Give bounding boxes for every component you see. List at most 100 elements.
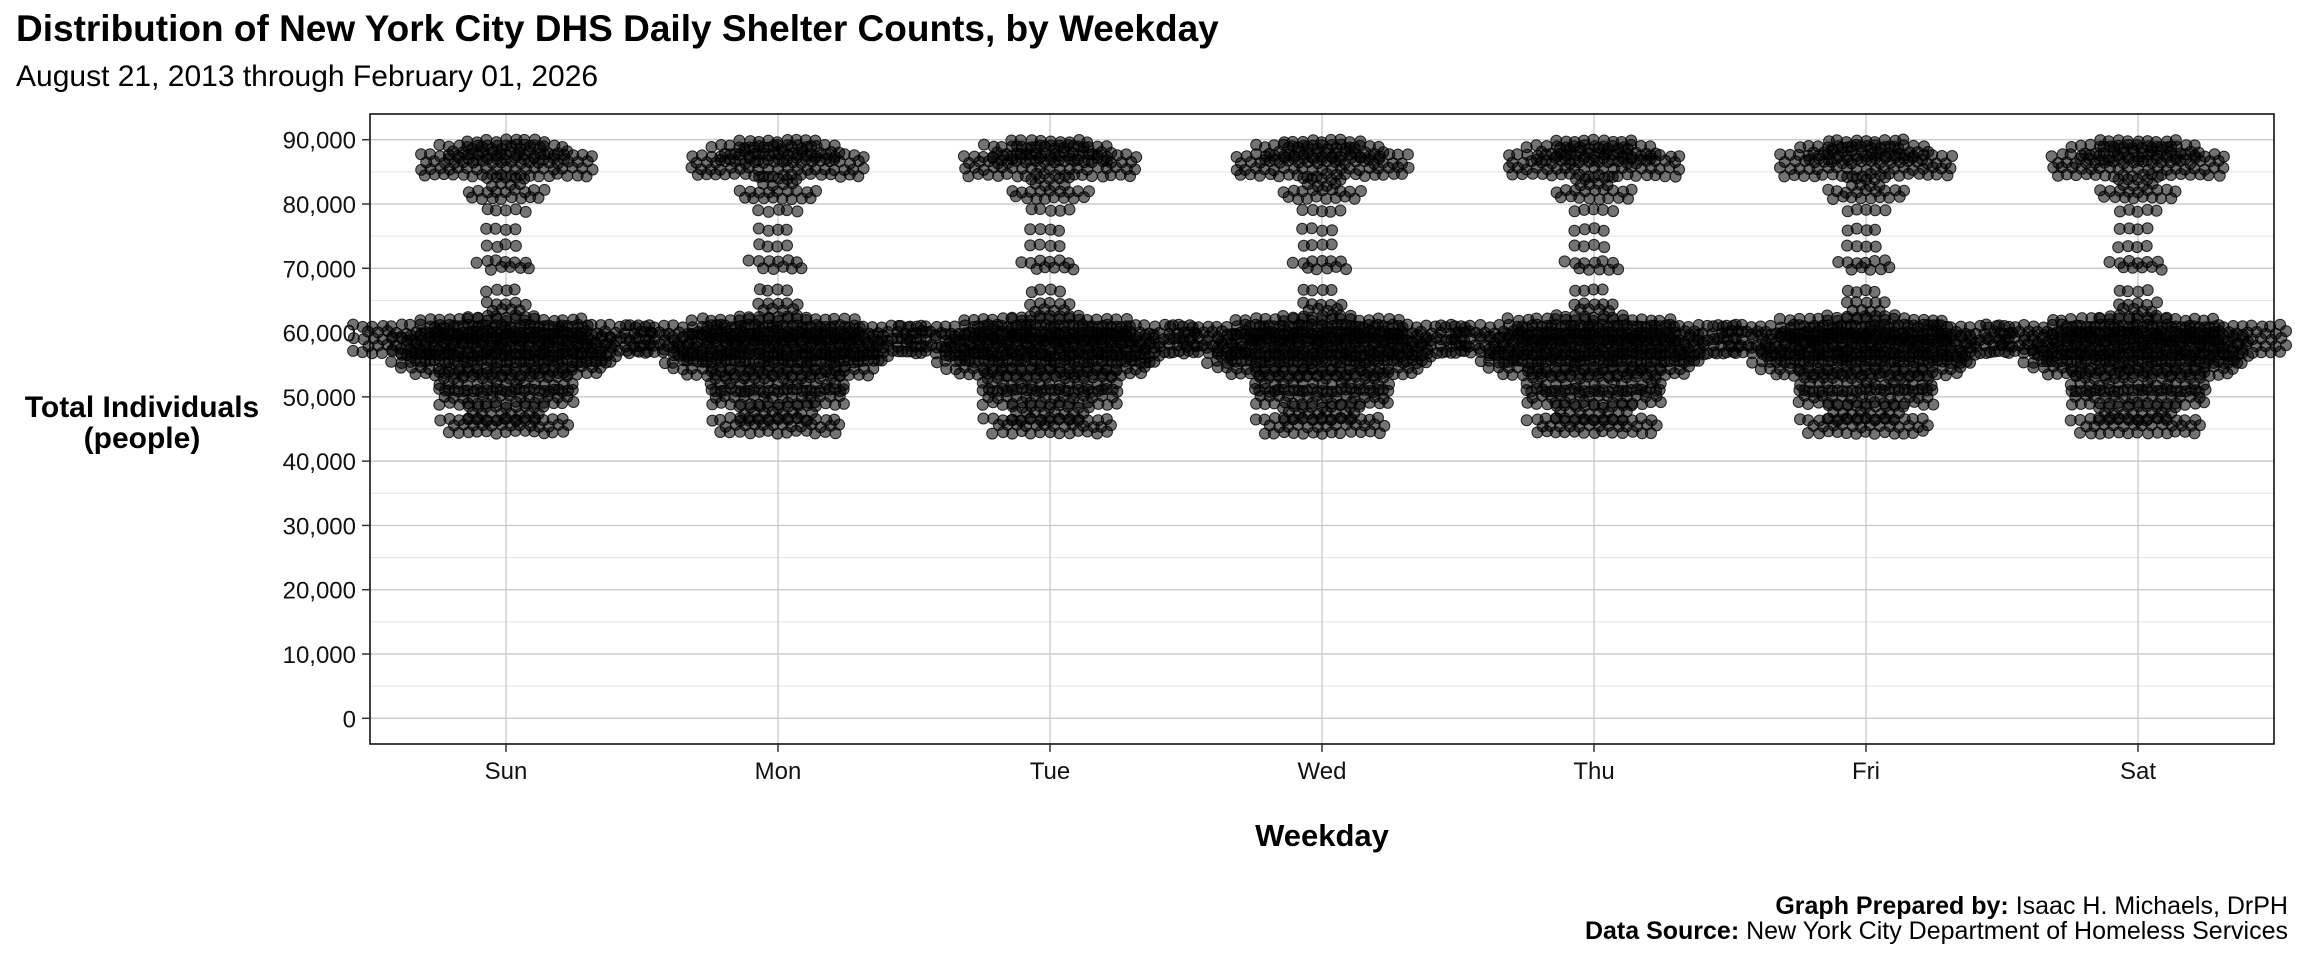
data-point [1798,384,1811,397]
data-point [1249,413,1262,426]
data-point [1629,169,1642,182]
data-point [1020,369,1033,382]
data-point [1029,177,1042,190]
data-point [1250,138,1263,151]
data-point [1296,222,1309,235]
data-point [580,170,593,183]
data-point [1024,223,1037,236]
data-point [476,168,489,181]
data-point [1869,223,1881,236]
data-point [1878,426,1891,439]
data-point [795,333,808,346]
data-point [1054,285,1066,298]
data-point [719,369,732,382]
data-point [1311,369,1324,382]
data-point [1493,356,1505,369]
data-point [1536,383,1549,396]
data-point [1897,355,1910,368]
data-point [442,426,455,439]
data-point [2123,414,2135,426]
data-point [480,239,493,252]
data-point [1348,367,1361,380]
data-point [415,327,428,340]
data-point [1897,344,1910,357]
data-point [1813,427,1826,440]
data-point [1101,425,1113,438]
data-point [1297,283,1310,296]
data-point [1334,154,1347,167]
data-point [762,414,775,427]
data-point [1378,334,1391,347]
data-point [1926,345,1939,358]
data-point [1474,346,1487,358]
data-point [1358,170,1371,182]
data-point [433,138,446,151]
data-point [1856,369,1869,382]
data-point [1338,332,1351,345]
data-point [1128,354,1141,367]
data-point [1596,283,1609,296]
data-point [1311,142,1324,155]
data-point [621,344,633,357]
data-point [852,333,865,346]
data-point [1841,205,1854,218]
data-point [986,151,999,164]
data-point [1765,346,1778,359]
data-point [1564,331,1577,344]
data-point [1124,170,1136,183]
data-point [730,333,742,346]
data-point [791,205,804,218]
data-point [1596,203,1609,216]
data-point [1621,142,1634,155]
data-point [1603,305,1615,317]
data-point [1921,384,1933,397]
data-point [752,222,765,235]
data-point [1813,346,1826,359]
data-point [919,344,932,357]
data-point [829,427,842,440]
data-point [1057,334,1070,347]
data-point [972,334,985,347]
data-point [532,170,545,183]
data-point [1568,205,1581,218]
data-point [1301,170,1314,183]
data-point [1324,205,1337,218]
data-point [837,397,850,410]
data-point [1057,141,1070,154]
data-point [1282,141,1295,154]
data-point [1658,333,1671,346]
data-point [1559,153,1572,166]
data-point [809,396,821,409]
data-point [1329,369,1342,382]
data-point [1827,193,1839,205]
data-point [828,153,841,166]
data-point [2108,385,2121,398]
data-point [491,345,504,358]
data-point [962,170,975,183]
data-point [1830,311,1843,324]
data-point [1253,384,1266,397]
data-point [1851,412,1864,425]
data-point [620,332,633,345]
data-point [2093,397,2106,410]
data-point [2174,385,2187,398]
data-point [1334,427,1347,440]
data-point [804,192,817,205]
data-point [1530,153,1543,166]
data-point [1874,333,1887,345]
data-point [1501,327,1514,340]
data-point [1464,346,1477,359]
data-point [1639,385,1652,398]
data-point [809,427,822,440]
data-point [1363,153,1376,166]
data-point [462,426,475,439]
data-point [1794,413,1806,426]
data-point [1344,309,1357,322]
data-point [1354,398,1366,410]
data-point [1787,332,1800,344]
data-point [1634,357,1647,369]
data-point [781,284,793,297]
data-point [560,368,573,381]
data-point [768,383,781,396]
data-point [1058,304,1071,317]
